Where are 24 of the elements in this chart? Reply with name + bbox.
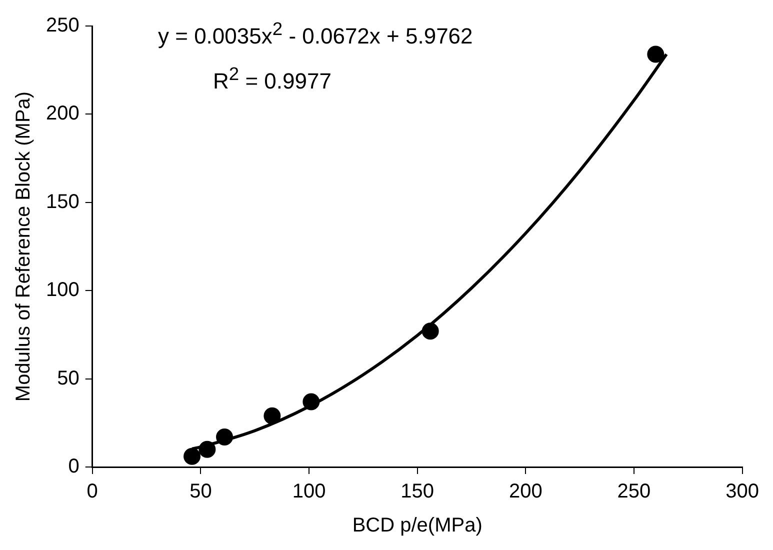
x-tick-label: 150 xyxy=(400,480,434,503)
annotation: R$^{2}$ = 0.9977 xyxy=(213,63,332,94)
x-axis-title: BCD p/e(MPa) xyxy=(352,514,482,537)
y-tick-label: 250 xyxy=(46,14,80,37)
y-tick-label: 100 xyxy=(46,279,80,302)
point xyxy=(647,46,664,63)
x-tick-label: 300 xyxy=(726,480,760,503)
point xyxy=(264,407,281,424)
point xyxy=(184,448,201,465)
y-tick-label: 200 xyxy=(46,102,80,125)
x-tick-label: 200 xyxy=(508,480,542,503)
y-tick-label: 150 xyxy=(46,190,80,213)
x-tick-label: 50 xyxy=(190,480,212,503)
point xyxy=(422,322,439,340)
x-tick-label: 100 xyxy=(292,480,326,503)
annotation: y = 0.0035x$^{2}$ - 0.0672x + 5.9762 xyxy=(158,18,473,50)
point xyxy=(302,393,320,410)
x-tick-label: 0 xyxy=(86,480,98,503)
point xyxy=(216,428,234,446)
point xyxy=(198,440,216,458)
y-tick-label: 0 xyxy=(68,456,80,478)
y-axis-title: Modulus of Reference Block (MPa) xyxy=(12,91,35,402)
x-tick-label: 250 xyxy=(617,480,651,503)
y-tick-label: 50 xyxy=(57,367,80,390)
